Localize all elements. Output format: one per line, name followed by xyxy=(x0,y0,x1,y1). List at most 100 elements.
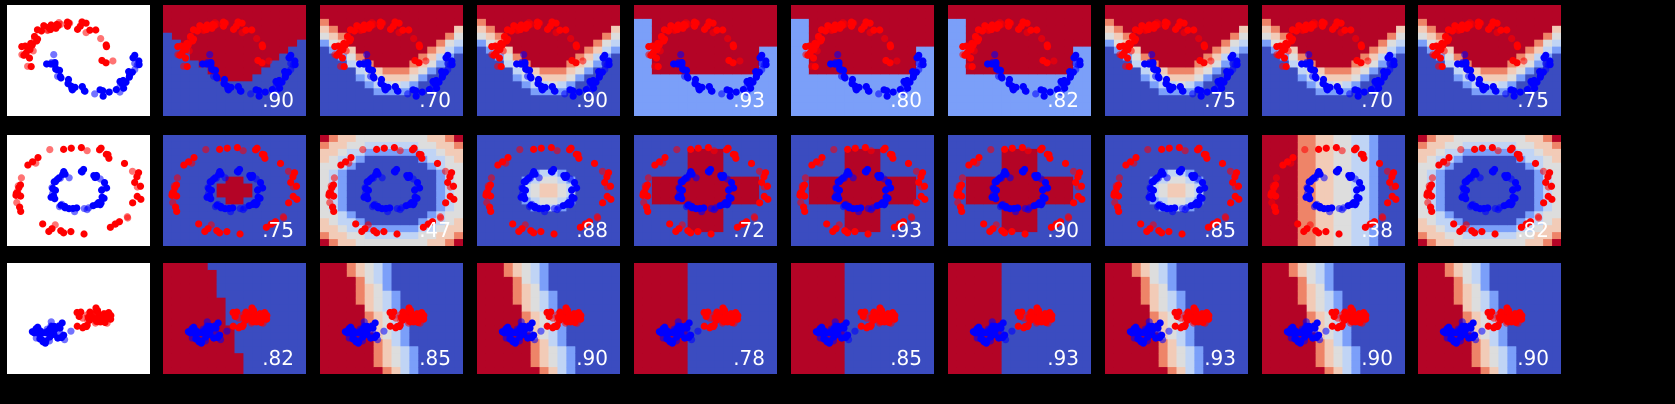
decision-cell xyxy=(328,88,339,96)
decision-cell xyxy=(1105,25,1115,34)
decision-cell xyxy=(584,169,594,178)
decision-cell xyxy=(512,102,523,110)
red-point xyxy=(498,158,507,166)
decision-cell xyxy=(835,81,846,89)
decision-cell xyxy=(436,18,446,27)
decision-cell xyxy=(548,197,559,205)
decision-cell xyxy=(288,162,298,171)
decision-cell xyxy=(391,135,402,143)
red-point xyxy=(97,144,105,152)
decision-cell xyxy=(1324,53,1335,62)
decision-cell xyxy=(1396,46,1405,55)
decision-cell xyxy=(1360,109,1370,116)
decision-cell xyxy=(1324,5,1335,13)
decision-cell xyxy=(1279,25,1290,34)
red-point xyxy=(1468,20,1476,28)
decision-cell xyxy=(1064,39,1074,48)
decision-cell xyxy=(602,88,612,96)
decision-cell xyxy=(391,190,402,199)
decision-cell xyxy=(270,197,280,205)
decision-cell xyxy=(611,32,620,41)
red-point xyxy=(83,147,91,155)
decision-cell xyxy=(494,197,505,205)
decision-cell xyxy=(539,60,550,69)
decision-cell xyxy=(808,18,819,27)
red-point xyxy=(567,144,575,152)
blue-point xyxy=(1516,88,1524,96)
decision-cell xyxy=(1203,53,1213,62)
decision-cell xyxy=(593,109,603,116)
decision-cell xyxy=(1333,67,1344,75)
decision-cell xyxy=(575,11,585,20)
decision-cell xyxy=(799,102,810,110)
blue-point xyxy=(1530,76,1538,85)
blue-point xyxy=(687,168,695,176)
blue-point xyxy=(78,83,87,91)
decision-cell xyxy=(297,197,306,205)
decision-cell xyxy=(575,5,585,13)
decision-cell xyxy=(844,211,855,219)
decision-cell xyxy=(1342,109,1352,116)
blue-point xyxy=(412,92,420,100)
decision-cell xyxy=(485,211,496,219)
decision-cell xyxy=(418,81,428,89)
decision-cell xyxy=(642,225,653,233)
decision-cell xyxy=(364,135,375,143)
red-point xyxy=(372,229,381,237)
decision-cell xyxy=(1158,67,1169,75)
decision-cell xyxy=(651,109,662,116)
decision-cell xyxy=(593,11,603,20)
decision-cell xyxy=(1176,74,1187,82)
decision-cell xyxy=(983,109,994,116)
decision-cell xyxy=(584,18,594,27)
decision-cell xyxy=(723,60,733,69)
decision-cell xyxy=(853,46,864,55)
decision-cell xyxy=(1489,25,1500,34)
decision-cell xyxy=(925,81,934,89)
decision-cell xyxy=(602,18,612,27)
decision-cell xyxy=(1221,32,1231,41)
decision-cell xyxy=(669,74,680,82)
decision-cell xyxy=(1149,46,1160,55)
panel-plot xyxy=(477,135,620,246)
decision-cell xyxy=(1082,32,1091,41)
red-point xyxy=(57,20,65,28)
decision-cell xyxy=(826,162,837,171)
decision-cell xyxy=(279,232,289,240)
decision-cell xyxy=(880,11,890,20)
decision-cell xyxy=(817,18,828,27)
decision-cell xyxy=(871,32,881,41)
decision-cell xyxy=(234,5,245,13)
decision-cell xyxy=(163,197,173,205)
classifier-panel: .70 xyxy=(1262,5,1405,116)
decision-cell xyxy=(207,32,218,41)
decision-cell xyxy=(216,5,227,13)
decision-cell xyxy=(1055,5,1065,13)
decision-cell xyxy=(382,239,393,246)
decision-cell xyxy=(1064,109,1074,116)
red-point xyxy=(63,22,72,30)
decision-cell xyxy=(225,232,236,240)
blue-point xyxy=(1005,79,1013,87)
decision-cell xyxy=(1471,5,1482,13)
decision-cell xyxy=(418,18,428,27)
decision-cell xyxy=(741,95,751,103)
decision-cell xyxy=(436,155,446,164)
decision-cell xyxy=(898,11,908,20)
decision-cell xyxy=(216,88,227,96)
decision-cell xyxy=(1055,109,1065,116)
blue-point xyxy=(994,72,1003,80)
decision-cell xyxy=(678,81,689,89)
decision-cell xyxy=(163,211,173,219)
decision-cell xyxy=(1444,88,1455,96)
decision-cell xyxy=(1122,25,1133,34)
blue-point xyxy=(1149,58,1157,67)
decision-cell xyxy=(382,39,393,48)
decision-cell xyxy=(512,74,523,82)
decision-cell xyxy=(974,11,985,20)
accuracy-score: .88 xyxy=(576,218,608,242)
decision-cell xyxy=(584,109,594,116)
decision-cell xyxy=(611,18,620,27)
decision-cell xyxy=(485,11,496,20)
decision-cell xyxy=(714,102,724,110)
